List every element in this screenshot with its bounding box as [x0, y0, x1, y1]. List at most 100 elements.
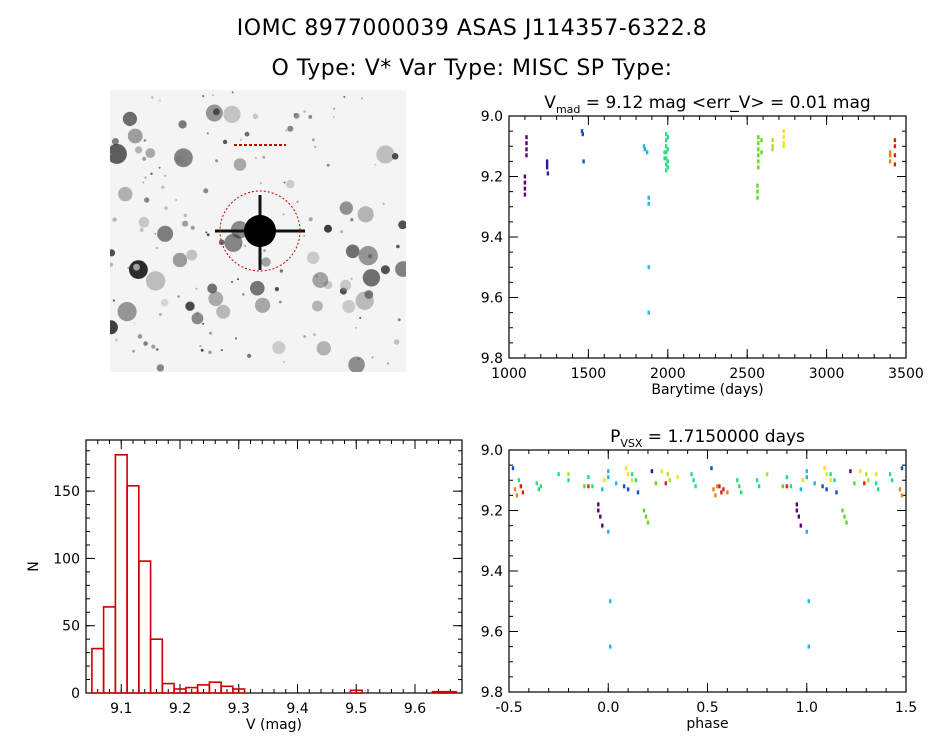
data-point: [710, 466, 713, 471]
field-star: [215, 159, 219, 163]
data-point: [875, 481, 878, 486]
lightcurve-frame: [508, 115, 907, 359]
data-point: [801, 478, 804, 483]
data-point: [845, 520, 848, 525]
data-point: [807, 599, 810, 604]
histogram-bar: [232, 688, 246, 694]
data-point: [782, 129, 785, 134]
x-tick-label: -0.5: [495, 700, 522, 716]
data-point: [757, 135, 760, 140]
data-point: [718, 484, 721, 489]
data-point: [583, 484, 586, 489]
data-point: [781, 484, 785, 489]
target-marker-circle: [219, 190, 301, 272]
field-star: [143, 139, 146, 142]
data-point: [545, 165, 549, 170]
field-star: [350, 277, 353, 280]
field-star: [303, 110, 306, 113]
phase-frame: [508, 449, 907, 693]
x-tick-label: 3500: [888, 366, 924, 382]
field-star: [312, 300, 323, 312]
data-point: [622, 484, 626, 489]
data-point: [523, 192, 527, 197]
data-point: [888, 153, 892, 158]
data-point: [726, 490, 729, 495]
field-star: [303, 234, 306, 237]
data-point: [515, 493, 519, 498]
data-point: [665, 138, 668, 143]
data-point: [663, 150, 666, 155]
y-tick-label: 9.0: [481, 109, 503, 125]
field-star: [333, 107, 336, 110]
data-point: [567, 472, 570, 477]
data-point: [771, 138, 774, 143]
data-point: [644, 514, 648, 519]
data-point: [643, 147, 646, 152]
field-star: [206, 132, 209, 135]
data-point: [636, 490, 640, 495]
data-point: [757, 141, 760, 146]
data-point: [720, 490, 723, 495]
field-star: [395, 261, 406, 277]
x-tick-label: 9.2: [169, 701, 191, 717]
field-star: [231, 281, 233, 283]
data-point: [523, 180, 527, 185]
field-star: [316, 341, 331, 356]
field-star: [195, 287, 198, 290]
data-point: [666, 472, 669, 477]
field-star: [202, 322, 205, 325]
x-tick-label: 2500: [729, 366, 765, 382]
field-star: [154, 232, 157, 235]
data-point: [624, 466, 628, 471]
data-point: [537, 487, 540, 492]
field-star: [323, 280, 333, 290]
field-star: [254, 156, 257, 159]
data-point: [785, 475, 789, 480]
field-star: [274, 287, 279, 292]
y-tick-label: 150: [53, 484, 80, 500]
y-tick-label: 9.6: [481, 291, 503, 307]
field-star: [110, 262, 114, 267]
histogram-bar: [138, 560, 152, 694]
field-star: [155, 246, 158, 250]
field-star: [231, 91, 234, 94]
field-star: [371, 356, 374, 359]
field-star: [242, 293, 245, 296]
field-star: [339, 287, 347, 295]
field-star: [157, 225, 174, 242]
y-tick-label: 9.2: [481, 504, 503, 520]
data-point: [581, 132, 584, 137]
data-point: [567, 478, 570, 483]
x-tick-label: 9.3: [228, 701, 250, 717]
y-tick-label: 9.0: [481, 443, 503, 459]
field-star: [283, 181, 286, 184]
data-point: [807, 644, 810, 649]
field-star: [345, 244, 360, 259]
field-star: [150, 172, 153, 175]
data-point: [630, 478, 634, 483]
field-star: [186, 249, 198, 261]
data-point: [765, 472, 769, 477]
data-point: [646, 150, 649, 155]
field-star: [213, 108, 220, 116]
data-point: [665, 168, 668, 173]
data-point: [591, 484, 594, 489]
data-point: [859, 469, 862, 474]
x-tick-label: 2000: [650, 366, 686, 382]
target-star: [215, 195, 305, 270]
x-tick-label: 1500: [571, 366, 607, 382]
data-point: [642, 508, 646, 513]
data-point: [523, 186, 527, 191]
field-star: [340, 230, 344, 234]
field-star: [387, 362, 389, 365]
data-point: [823, 466, 826, 471]
field-star: [332, 115, 335, 119]
field-star: [282, 213, 285, 216]
data-point: [615, 481, 618, 486]
data-point: [714, 493, 717, 498]
field-star: [391, 153, 399, 160]
data-point: [690, 472, 693, 477]
data-point: [736, 478, 739, 483]
data-point: [867, 478, 870, 483]
field-star: [303, 335, 306, 338]
